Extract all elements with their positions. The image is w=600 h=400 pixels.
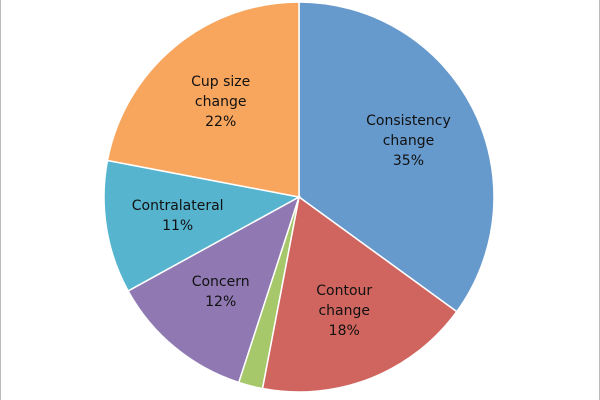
pie-slice xyxy=(127,195,301,384)
category-label: Contour change xyxy=(316,283,373,320)
category-label: Cup size change xyxy=(191,74,251,111)
slice-label: Cup size change 22% xyxy=(173,72,269,132)
value-label: 12% xyxy=(205,293,237,310)
pie-slice xyxy=(103,159,302,292)
slice-label: Contour change 18% xyxy=(296,281,392,341)
category-label: Concern xyxy=(191,273,250,290)
pie-slice xyxy=(106,1,300,198)
slice-label: Consistency change 35% xyxy=(360,111,456,171)
slice-label: Contralateral 11% xyxy=(130,196,226,236)
category-label: Contralateral xyxy=(131,198,224,215)
value-label: 35% xyxy=(392,153,425,170)
pie-slice xyxy=(261,195,458,393)
value-label: 18% xyxy=(328,323,360,340)
value-label: 11% xyxy=(162,218,194,235)
category-label: Consistency change xyxy=(366,113,451,150)
value-label: 22% xyxy=(205,114,237,131)
pie-slice xyxy=(298,1,495,313)
slice-label: Concern 12% xyxy=(173,272,269,312)
